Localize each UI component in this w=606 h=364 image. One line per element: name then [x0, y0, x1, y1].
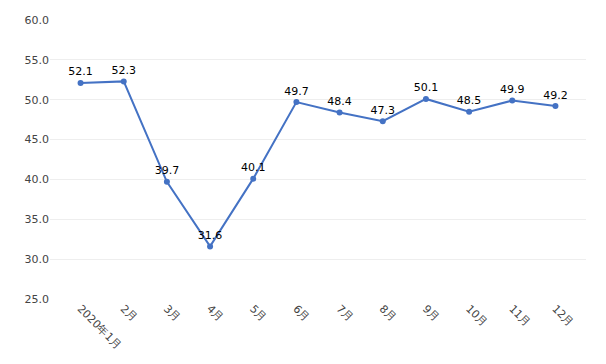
svg-text:9月: 9月 [420, 302, 442, 324]
svg-text:47.3: 47.3 [371, 104, 396, 117]
svg-text:48.5: 48.5 [457, 94, 482, 107]
svg-text:25.0: 25.0 [25, 293, 50, 306]
svg-text:7月: 7月 [334, 302, 356, 324]
svg-text:12月: 12月 [549, 302, 576, 329]
svg-text:6月: 6月 [290, 302, 312, 324]
svg-text:31.6: 31.6 [198, 229, 223, 242]
svg-text:55.0: 55.0 [25, 54, 50, 67]
svg-text:30.0: 30.0 [25, 253, 50, 266]
svg-text:49.2: 49.2 [543, 89, 568, 102]
svg-text:8月: 8月 [377, 302, 399, 324]
svg-text:45.0: 45.0 [25, 133, 50, 146]
svg-text:10月: 10月 [463, 302, 490, 329]
svg-text:2020年1月: 2020年1月 [75, 302, 124, 351]
svg-text:52.1: 52.1 [68, 65, 93, 78]
svg-text:2月: 2月 [118, 302, 140, 324]
svg-text:48.4: 48.4 [327, 95, 352, 108]
svg-text:35.0: 35.0 [25, 213, 50, 226]
svg-text:40.0: 40.0 [25, 173, 50, 186]
svg-text:49.7: 49.7 [284, 85, 309, 98]
svg-text:3月: 3月 [161, 302, 183, 324]
svg-text:4月: 4月 [204, 302, 226, 324]
svg-text:40.1: 40.1 [241, 161, 265, 174]
svg-text:50.0: 50.0 [25, 94, 50, 107]
svg-text:39.7: 39.7 [155, 164, 180, 177]
svg-text:5月: 5月 [247, 302, 269, 324]
svg-text:50.1: 50.1 [414, 81, 439, 94]
svg-text:49.9: 49.9 [500, 83, 525, 96]
svg-text:11月: 11月 [506, 302, 533, 329]
svg-text:52.3: 52.3 [111, 64, 136, 77]
svg-text:60.0: 60.0 [25, 14, 50, 27]
